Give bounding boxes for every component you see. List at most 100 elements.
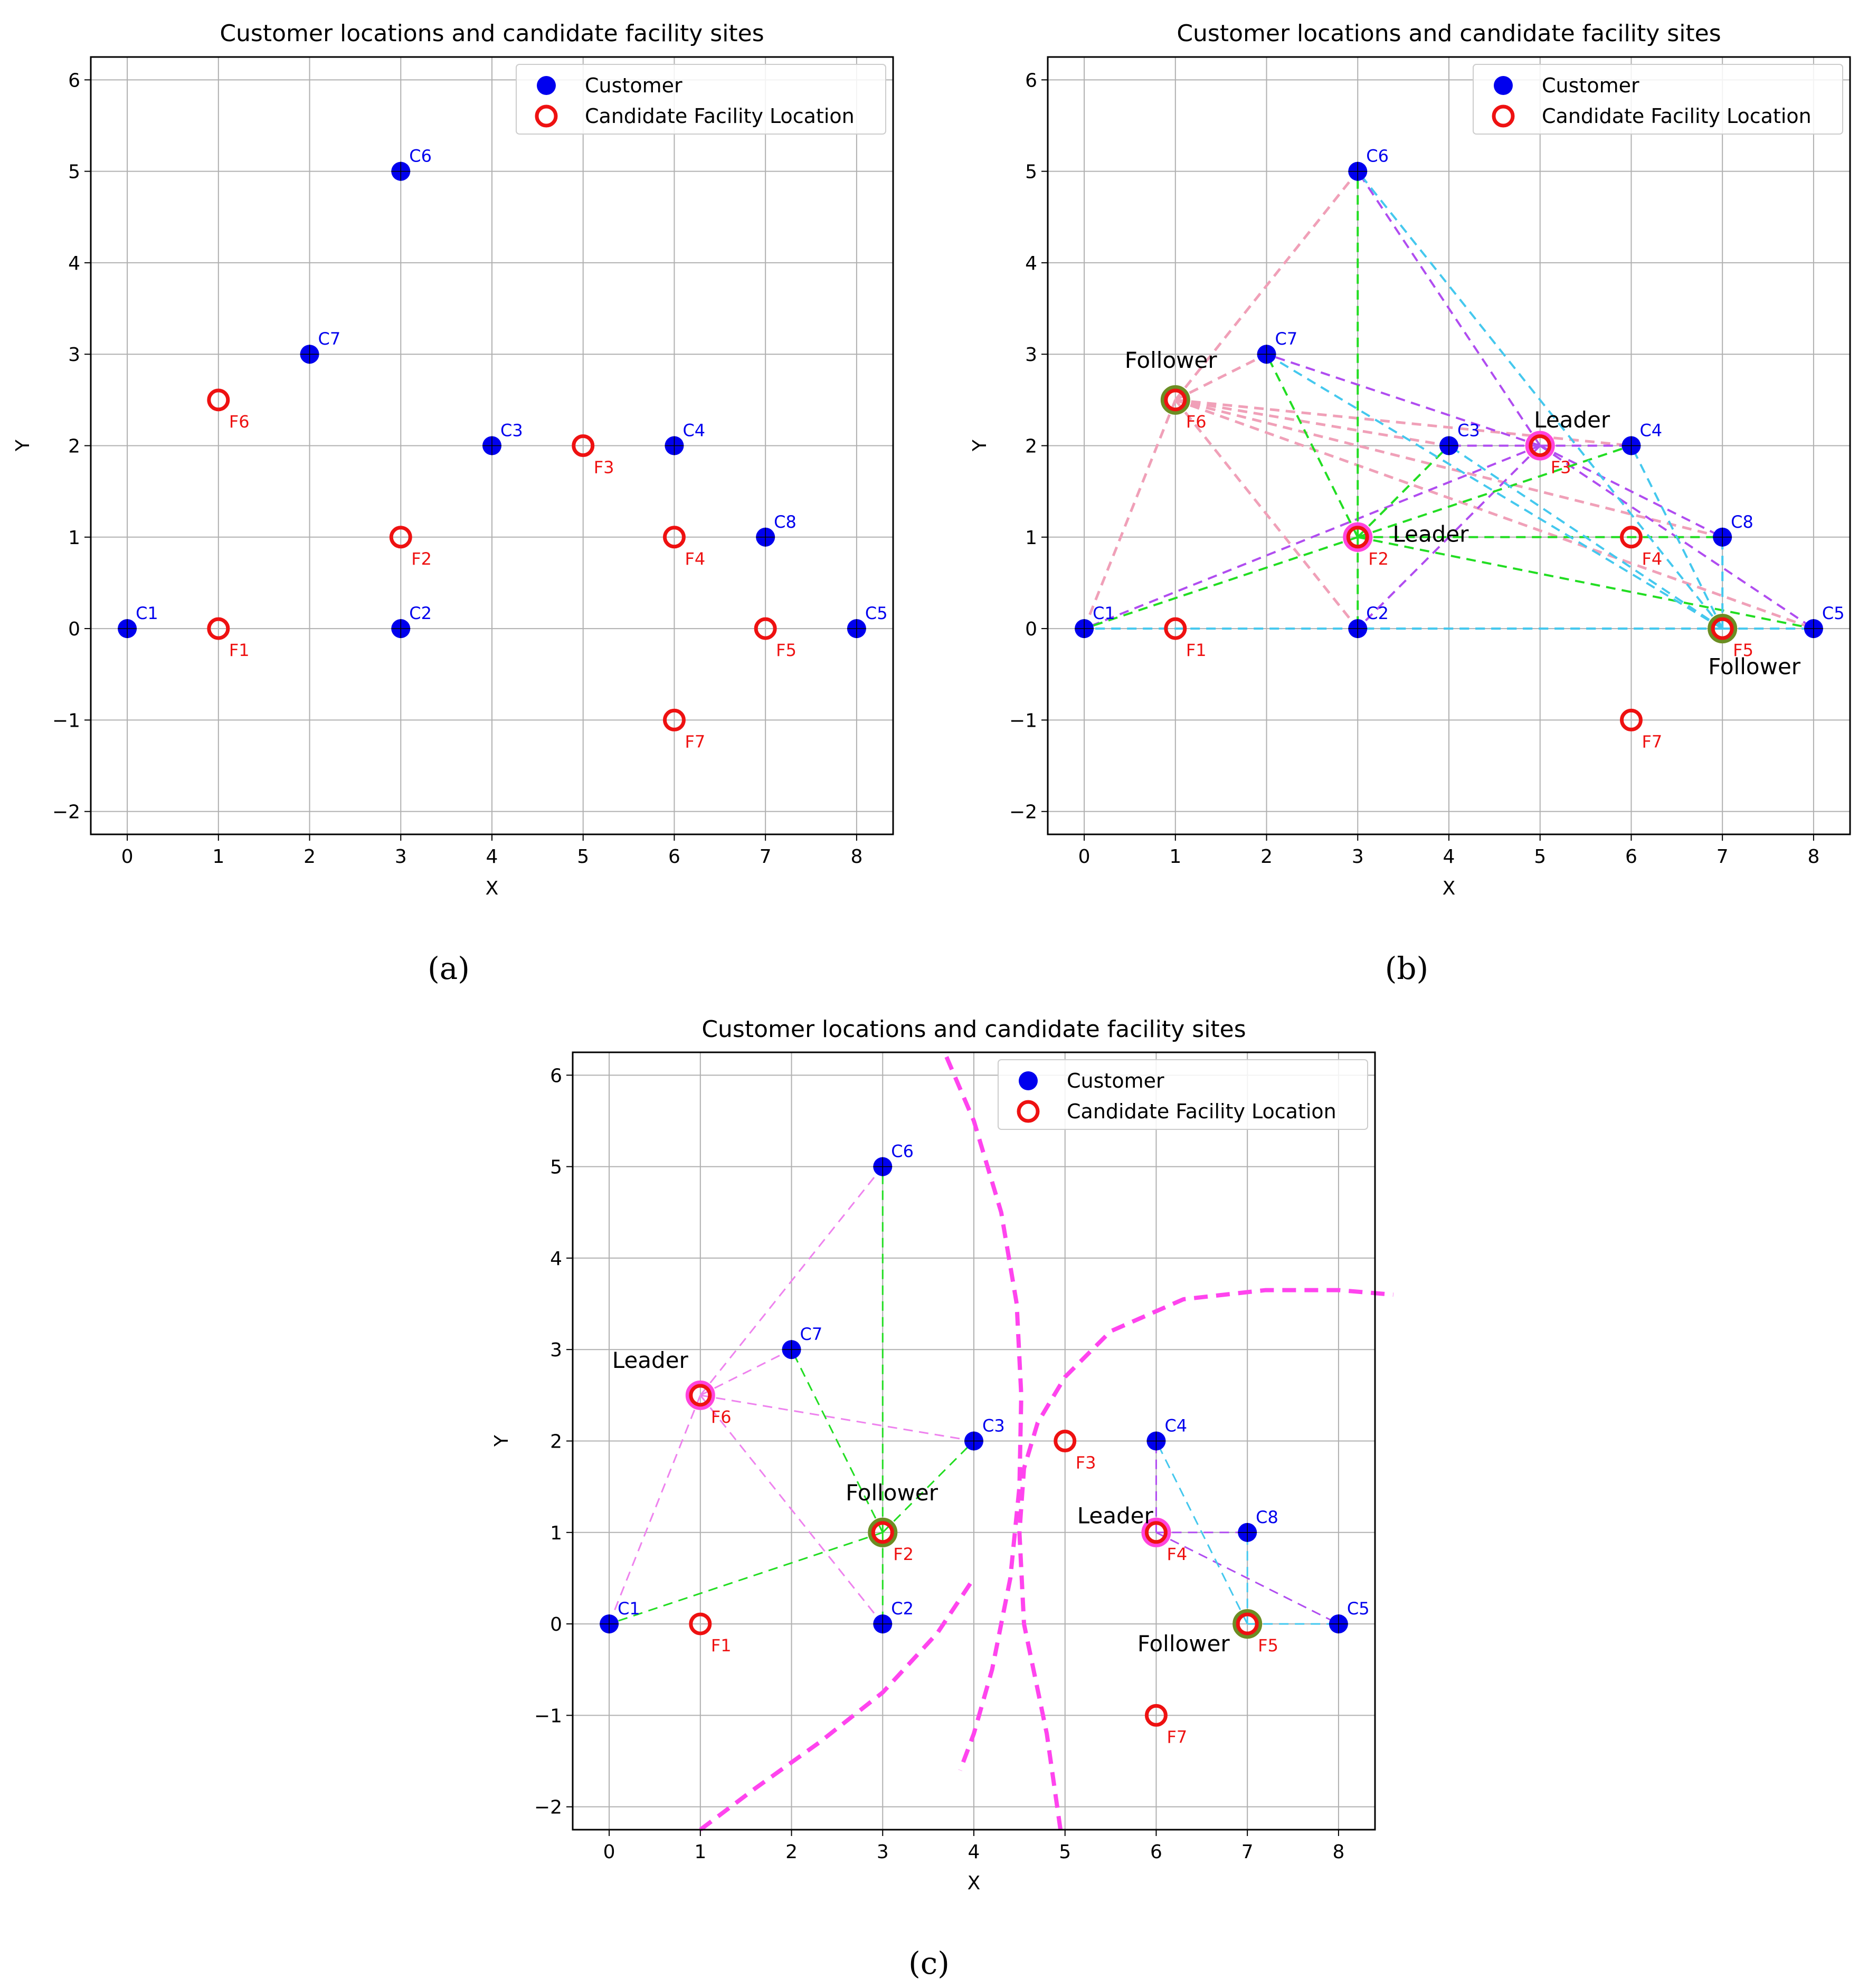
x-tick-label: 2 [304, 846, 316, 868]
y-tick-label: 2 [1025, 436, 1037, 458]
customer-label: C4 [682, 421, 705, 441]
y-tick-label: 1 [68, 527, 80, 549]
customer-label: C2 [1366, 603, 1389, 623]
assignment-line [700, 1348, 792, 1396]
y-tick-label: −2 [534, 1797, 562, 1819]
legend: Customer Candidate Facility Location [998, 1059, 1368, 1130]
customer-label: C5 [1347, 1599, 1370, 1619]
facility-label: F3 [594, 458, 614, 478]
y-tick-label: 3 [1025, 344, 1037, 366]
facility-marker [1144, 1521, 1168, 1544]
facility-label: F4 [685, 549, 705, 569]
legend-customer-label: Customer [1542, 74, 1639, 97]
legend-customer-marker [537, 76, 556, 95]
y-tick-label: 6 [68, 70, 80, 91]
selected-facility-ring [1160, 385, 1190, 415]
assignment-line [1174, 398, 1814, 630]
y-axis-label: Y [12, 439, 34, 452]
assignment-line [699, 1394, 884, 1625]
x-tick-label: 8 [850, 846, 862, 868]
facility-marker [662, 708, 686, 731]
assignment-line [1357, 445, 1450, 538]
facility-marker [754, 617, 777, 640]
y-tick-label: 4 [550, 1248, 562, 1270]
x-tick-label: 1 [212, 846, 224, 868]
assignment-line [700, 1394, 974, 1442]
y-tick-label: 3 [550, 1339, 562, 1361]
x-tick-label: 8 [1807, 846, 1819, 868]
assignment-line [1357, 170, 1541, 446]
grid-layer [1048, 57, 1850, 834]
x-tick-label: 2 [1260, 846, 1273, 868]
assignment-line [1174, 399, 1359, 630]
x-tick-label: 6 [1625, 846, 1637, 868]
facility-label: F2 [411, 549, 432, 569]
boundary-layer [699, 1056, 1393, 1832]
panel-caption: (a) [428, 950, 470, 986]
facility-label: F7 [1167, 1727, 1187, 1747]
role-label: Leader [1392, 521, 1469, 547]
x-tick-label: 0 [121, 846, 134, 868]
facility-marker [207, 388, 230, 412]
assignment-line [1630, 445, 1723, 629]
customer-label: C4 [1164, 1416, 1187, 1436]
x-tick-label: 1 [694, 1841, 706, 1863]
legend: Customer Candidate Facility Location [516, 64, 886, 135]
y-axis-label: Y [969, 439, 991, 452]
facility-label: F3 [1551, 458, 1571, 478]
facility-marker [389, 526, 412, 549]
assignment-line [1266, 353, 1723, 630]
y-tick-label: 1 [550, 1523, 562, 1544]
assignment-line [1083, 399, 1177, 630]
y-tick-label: −1 [52, 710, 80, 731]
assignment-line [1357, 170, 1723, 630]
facility-marker [207, 617, 230, 640]
facility-label: F2 [893, 1544, 914, 1564]
assignment-line [1357, 536, 1814, 630]
facility-label: F4 [1642, 549, 1662, 569]
y-tick-label: 0 [68, 619, 80, 640]
x-tick-label: 2 [785, 1841, 798, 1863]
legend-facility-label: Candidate Facility Location [1067, 1100, 1336, 1123]
assignment-line [608, 1395, 701, 1624]
assignment-line [1174, 170, 1359, 401]
legend-facility-marker [535, 104, 558, 128]
customer-label: C7 [318, 329, 341, 349]
x-axis-label: X [968, 1872, 981, 1894]
legend-box [1473, 64, 1843, 135]
y-tick-label: 0 [550, 1614, 562, 1635]
y-tick-label: 1 [1025, 527, 1037, 549]
y-tick-label: 4 [1025, 253, 1037, 274]
panel-b: Customer locations and candidate facilit… [969, 20, 1851, 986]
customer-label: C5 [1822, 603, 1845, 623]
facility-marker [871, 1521, 894, 1544]
y-tick-label: −1 [1009, 710, 1037, 731]
facility-marker [1619, 526, 1643, 549]
y-tick-label: 5 [68, 161, 80, 183]
selected-facility-ring [868, 1517, 898, 1547]
facility-label: F6 [711, 1407, 732, 1427]
role-layer: Leader Follower Leader Follower [612, 1347, 1230, 1657]
role-label: Leader [1077, 1502, 1154, 1528]
panel-c: Customer locations and candidate facilit… [491, 1016, 1393, 1981]
tick-layer: 0 1 2 3 4 5 6 7 8 −2 −1 0 1 2 3 4 5 6 [1009, 70, 1819, 868]
facility-marker [1164, 617, 1187, 640]
x-tick-label: 3 [395, 846, 407, 868]
panel-caption: (c) [908, 1945, 950, 1981]
assignment-line [1084, 536, 1358, 630]
customer-label: C7 [1275, 329, 1298, 349]
x-tick-label: 6 [668, 846, 680, 868]
chart-title: Customer locations and candidate facilit… [701, 1016, 1246, 1043]
customer-label: C8 [1256, 1507, 1278, 1527]
voronoi-boundary [699, 1577, 976, 1832]
customer-label: C3 [500, 421, 523, 441]
x-tick-label: 5 [1534, 846, 1546, 868]
facility-label: F4 [1167, 1544, 1187, 1564]
y-tick-label: 4 [68, 253, 80, 274]
y-tick-label: 5 [1025, 161, 1037, 183]
y-tick-label: 6 [1025, 70, 1037, 91]
customer-label: C6 [891, 1142, 914, 1162]
assignment-line [791, 1349, 884, 1533]
role-label: Leader [1534, 407, 1610, 433]
panel-a: Customer locations and candidate facilit… [12, 20, 894, 986]
